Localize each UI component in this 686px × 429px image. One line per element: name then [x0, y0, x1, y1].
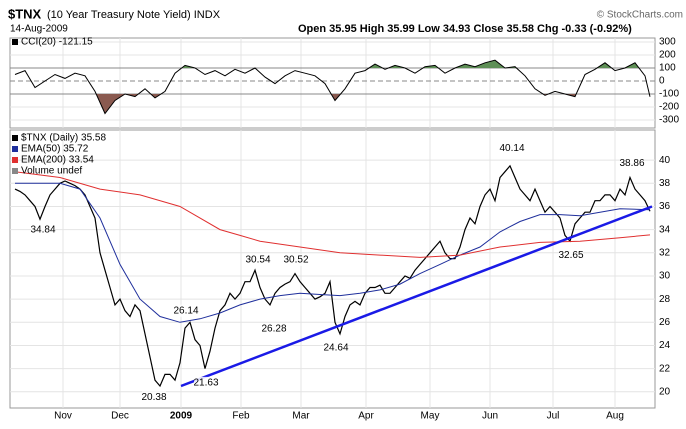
- ema-line: [15, 182, 651, 323]
- legend-label: Volume undef: [21, 166, 82, 177]
- chart-subtitle: (10 Year Treasury Note Yield) INDX: [47, 9, 221, 21]
- annotation: 24.64: [323, 343, 348, 354]
- x-tick-label: Mar: [292, 411, 310, 422]
- y2-tick-label: -300: [659, 115, 679, 126]
- annotation-box: [174, 304, 198, 317]
- y2-tick-label: 300: [659, 37, 676, 48]
- annotation-box: [142, 391, 166, 404]
- annotation-box: [284, 253, 308, 266]
- y-tick-label: 24: [659, 340, 671, 351]
- y-tick-label: 28: [659, 294, 671, 305]
- x-tick-label: Aug: [606, 411, 624, 422]
- legend-box: [12, 168, 18, 174]
- annotation: 30.54: [245, 254, 270, 265]
- annotation-box: [500, 142, 524, 155]
- credit: © StockCharts.com: [597, 10, 683, 21]
- y-tick-label: 40: [659, 155, 671, 166]
- legend-box: [12, 146, 18, 152]
- annotation-box: [559, 249, 583, 262]
- annotation: 40.14: [499, 143, 524, 154]
- trendline: [180, 205, 653, 388]
- annotation: 26.14: [173, 305, 198, 316]
- annotation-box: [262, 323, 286, 336]
- chart-title: $TNX: [8, 6, 42, 21]
- cci-panel: [9, 37, 656, 129]
- y-tick-label: 30: [659, 271, 671, 282]
- y2-tick-label: -100: [659, 89, 679, 100]
- x-tick-label: Dec: [111, 411, 129, 422]
- date: 14-Aug-2009: [10, 24, 68, 35]
- price-line: [14, 164, 651, 388]
- y-tick-label: 22: [659, 363, 671, 374]
- annotation: 26.28: [261, 324, 286, 335]
- y-tick-label: 34: [659, 224, 671, 235]
- y-tick-label: 32: [659, 247, 671, 258]
- legend-label: $TNX (Daily) 35.58: [21, 133, 106, 144]
- annotation: 21.63: [193, 378, 218, 389]
- y2-tick-label: 200: [659, 50, 676, 61]
- x-tick-label: May: [421, 411, 440, 422]
- annotation-box: [246, 253, 270, 266]
- legend-box: [12, 157, 18, 163]
- x-tick-label: Jul: [547, 411, 560, 422]
- ema-line: [14, 171, 651, 258]
- x-tick-label: Jun: [482, 411, 498, 422]
- x-tick-label: Apr: [358, 411, 374, 422]
- legend-label: EMA(50) 35.72: [21, 144, 89, 155]
- y-tick-label: 26: [659, 317, 671, 328]
- legend-box: [12, 39, 18, 45]
- y-tick-label: 20: [659, 386, 671, 397]
- price-panel: [9, 129, 656, 409]
- annotation-box: [620, 157, 644, 170]
- annotation-box: [194, 376, 218, 389]
- y-tick-label: 36: [659, 201, 671, 212]
- annotation-box: [324, 342, 348, 355]
- annotation: 30.52: [283, 255, 308, 266]
- x-tick-label: 2009: [170, 411, 193, 422]
- y-tick-label: 38: [659, 178, 671, 189]
- quote: Open 35.95 High 35.99 Low 34.93 Close 35…: [298, 23, 632, 35]
- legend-label: CCI(20) -121.15: [21, 37, 93, 48]
- legend-box: [12, 135, 18, 141]
- y2-tick-label: 0: [659, 76, 665, 87]
- annotation: 38.86: [619, 158, 644, 169]
- legend-label: EMA(200) 33.54: [21, 155, 94, 166]
- annotation: 34.84: [30, 225, 55, 236]
- annotation: 20.38: [141, 392, 166, 403]
- y2-tick-label: 100: [659, 63, 676, 74]
- x-tick-label: Feb: [232, 411, 250, 422]
- annotation-box: [31, 223, 55, 236]
- y2-tick-label: -200: [659, 102, 679, 113]
- x-tick-label: Nov: [54, 411, 72, 422]
- annotation: 32.65: [558, 250, 583, 261]
- cci-line: [14, 59, 651, 115]
